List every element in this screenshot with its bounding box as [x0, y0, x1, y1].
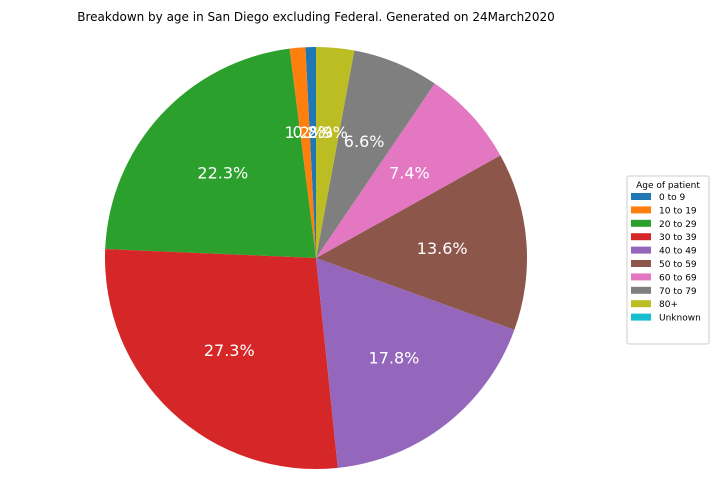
legend-label-0-to-9: 0 to 9: [659, 193, 685, 203]
pie-label-80-plus: 2.9%: [307, 123, 348, 142]
legend-label-unknown: Unknown: [659, 314, 701, 324]
legend-swatch-unknown: [631, 313, 651, 321]
pie-slice-50-to-59: [316, 155, 527, 330]
pie-label-70-to-79: 6.6%: [344, 132, 385, 151]
pie-slice-0-to-9: [305, 47, 316, 258]
pie-slices: [105, 47, 527, 470]
pie-slice-60-to-69: [316, 83, 501, 259]
pie-label-50-to-59: 13.6%: [417, 239, 468, 258]
legend-label-50-to-59: 50 to 59: [659, 260, 697, 270]
legend: Age of patient 0 to 9 10 to 19 20 to 29 30 …: [626, 175, 710, 345]
pie-labels: 0.8%1.2% 22.3% 27.3% 17.8% 13.6% 7.4%6.6%2.9%: [197, 122, 467, 367]
pie-label-30-to-39: 27.3%: [204, 341, 255, 360]
legend-label-30-to-39: 30 to 39: [659, 233, 697, 243]
pie-slice-70-to-79: [316, 50, 435, 259]
legend-swatch-30-to-39: [631, 233, 651, 241]
pie-label-20-to-29: 22.3%: [197, 163, 248, 182]
legend-swatch-70-to-79: [631, 286, 651, 294]
pie-slice-20-to-29: [105, 48, 316, 258]
pie-label-60-to-69: 7.4%: [389, 164, 430, 183]
legend-label-10-to-19: 10 to 19: [659, 206, 697, 216]
chart-title: Breakdown by age in San Diego excluding …: [77, 10, 554, 24]
pie-slice-30-to-39: [105, 249, 338, 470]
pie-slice-10-to-19: [289, 47, 316, 259]
legend-label-60-to-69: 60 to 69: [659, 273, 697, 283]
legend-label-70-to-79: 70 to 79: [659, 287, 697, 297]
pie-slice-80-plus: [316, 47, 355, 258]
legend-swatch-20-to-29: [631, 219, 651, 227]
pie-label-40-to-49: 17.8%: [369, 349, 420, 368]
pie-label-10-to-19: 1.2%: [285, 123, 326, 142]
legend-title: Age of patient: [636, 181, 700, 191]
legend-label-40-to-49: 40 to 49: [659, 247, 697, 257]
legend-swatch-50-to-59: [631, 260, 651, 267]
legend-swatch-80-plus: [631, 300, 651, 308]
legend-items: 0 to 9 10 to 19 20 to 29 30 to 39 40 to 49 50…: [631, 193, 701, 324]
legend-swatch-60-to-69: [631, 273, 651, 281]
legend-swatch-10-to-19: [631, 206, 651, 214]
legend-swatch-0-to-9: [631, 193, 651, 200]
legend-label-80-plus: 80+: [659, 300, 678, 310]
pie-label-0-to-9: 0.8%: [292, 122, 333, 141]
pie-slice-40-to-49: [316, 258, 515, 468]
legend-label-20-to-29: 20 to 29: [659, 220, 697, 230]
legend-swatch-40-to-49: [631, 246, 651, 254]
